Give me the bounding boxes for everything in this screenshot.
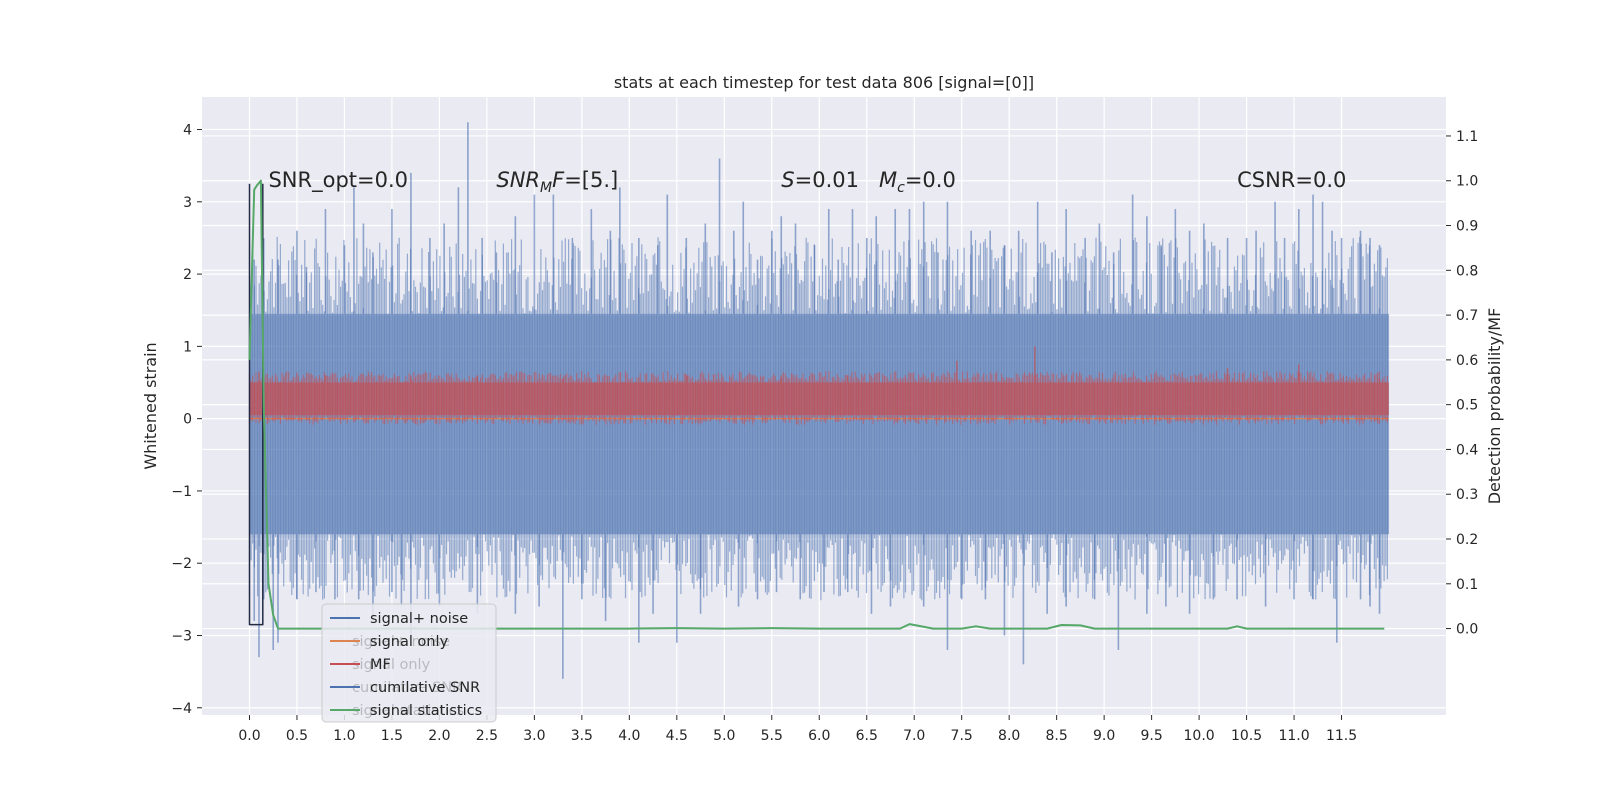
x-tick-label: 8.0: [998, 728, 1020, 744]
legend-ghost-label: signal statistics: [352, 703, 464, 719]
x-tick-label: 7.5: [951, 728, 973, 744]
x-tick-label: 6.5: [856, 728, 878, 744]
x-tick-label: 7.0: [903, 728, 925, 744]
y-axis-left: 4 3 2 1 0 −1 −2 −3 −4: [171, 123, 202, 717]
x-tick-label: 10.5: [1231, 728, 1262, 744]
y-right-tick-label: 0.7: [1456, 308, 1478, 324]
y-right-tick-label: 0.4: [1456, 442, 1478, 458]
x-tick-label: 11.5: [1326, 728, 1357, 744]
x-tick-label: 0.0: [238, 728, 260, 744]
legend-label: MF: [370, 657, 391, 673]
x-tick-label: 11.0: [1278, 728, 1309, 744]
annotation-2: S=0.01 Mc=0.0: [781, 168, 956, 196]
y-right-tick-label: 1.0: [1456, 174, 1478, 190]
y-tick-label: 3: [183, 195, 192, 211]
legend-label: signal+ noise: [370, 611, 468, 627]
x-tick-label: 8.5: [1046, 728, 1068, 744]
x-tick-label: 10.0: [1184, 728, 1215, 744]
chart-title: stats at each timestep for test data 806…: [614, 73, 1034, 92]
y-right-tick-label: 0.0: [1456, 622, 1478, 638]
series-signal-statistics: [248, 179, 1385, 630]
y-right-tick-label: 0.2: [1456, 532, 1478, 548]
y-tick-label: 0: [183, 412, 192, 428]
y-axis-label: Whitened strain: [141, 342, 160, 469]
series-mf: [248, 346, 1390, 425]
y-right-tick-label: 0.8: [1456, 263, 1478, 279]
x-tick-label: 1.5: [381, 728, 403, 744]
y-right-tick-label: 0.1: [1456, 577, 1478, 593]
y-tick-label: 4: [183, 123, 192, 139]
y-tick-label: −4: [171, 701, 192, 717]
annotations: SNR_opt=0.0 SNRMF=[5.] S=0.01 Mc=0.0 CSNR=0…: [268, 168, 1346, 196]
x-tick-label: 3.5: [571, 728, 593, 744]
y-right-tick-label: 0.9: [1456, 219, 1478, 235]
series-signal-noise: [248, 122, 1390, 679]
legend-label: signal statistics: [370, 703, 482, 719]
x-tick-label: 5.0: [713, 728, 735, 744]
y-right-tick-label: 0.3: [1456, 487, 1478, 503]
x-tick-label: 4.0: [618, 728, 640, 744]
x-tick-label: 9.0: [1093, 728, 1115, 744]
x-tick-label: 3.0: [523, 728, 545, 744]
x-axis: 0.0 0.5 1.0 1.5 2.0 2.5 3.0 3.5 4.0 4.5 5.0 5.5 6.0 6…: [238, 715, 1357, 744]
y-tick-label: 1: [183, 339, 192, 355]
legend-ghost-label: cumilative SNR: [352, 680, 462, 696]
legend-label: cumilative SNR: [370, 680, 480, 696]
x-tick-label: 9.5: [1140, 728, 1162, 744]
legend-label: signal only: [370, 634, 449, 650]
y-axis-right: 1.1 1.0 0.9 0.8 0.7 0.6 0.5 0.4 0.3 0.2 0.1 0.0: [1446, 129, 1478, 638]
y-axis-right-label: Detection probability/MF: [1485, 308, 1504, 505]
series-layer: [248, 122, 1390, 679]
y-tick-label: 2: [183, 267, 192, 283]
x-tick-label: 0.5: [286, 728, 308, 744]
y-tick-label: −1: [171, 484, 192, 500]
annotation-0: SNR_opt=0.0: [268, 168, 408, 193]
x-tick-label: 6.0: [808, 728, 830, 744]
x-tick-label: 4.5: [666, 728, 688, 744]
y-right-tick-label: 0.6: [1456, 353, 1478, 369]
y-right-tick-label: 1.1: [1456, 129, 1478, 145]
x-tick-label: 2.5: [476, 728, 498, 744]
legend-ghost-label: signal+ noise: [352, 634, 450, 650]
annotation-1: SNRMF=[5.]: [496, 168, 618, 196]
x-tick-label: 2.0: [428, 728, 450, 744]
y-tick-label: −2: [171, 556, 192, 572]
y-right-tick-label: 0.5: [1456, 398, 1478, 414]
line-signal-statistics: [248, 179, 1385, 630]
legend-box: [321, 603, 497, 723]
x-tick-label: 5.5: [761, 728, 783, 744]
annotation-3: CSNR=0.0: [1237, 168, 1346, 192]
y-tick-label: −3: [171, 628, 192, 644]
x-tick-label: 1.0: [333, 728, 355, 744]
legend-ghost-label: signal only: [352, 657, 431, 673]
